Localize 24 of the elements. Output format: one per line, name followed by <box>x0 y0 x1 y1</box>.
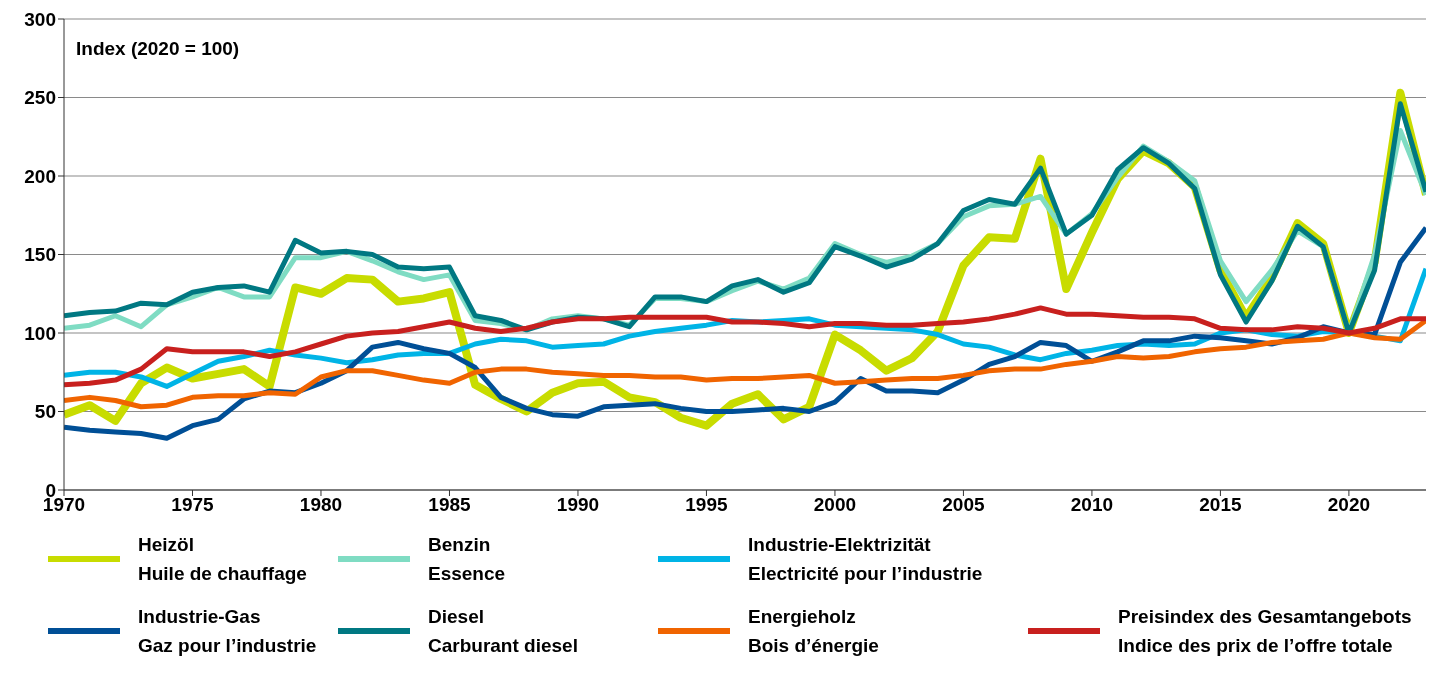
x-tick-label: 1985 <box>428 494 472 516</box>
y-tick-label: 250 <box>24 87 56 109</box>
x-tick-label: 2010 <box>1070 494 1114 516</box>
x-tick-label: 2005 <box>942 494 985 516</box>
y-tick-label: 100 <box>24 322 56 344</box>
x-tick-label: 2015 <box>1199 494 1242 516</box>
x-tick-label: 2020 <box>1327 494 1371 516</box>
y-tick-label: 300 <box>24 8 56 30</box>
legend-label: Heizöl Huile de chauffage <box>138 533 307 586</box>
x-tick-label: 1975 <box>171 494 215 516</box>
legend-label: Diesel Carburant diesel <box>428 605 578 658</box>
y-tick-label: 200 <box>24 165 56 187</box>
legend-label: Energieholz Bois d’énergie <box>748 605 879 658</box>
legend-label: Industrie-Gas Gaz pour l’industrie <box>138 605 317 658</box>
x-tick-label: 1990 <box>556 494 600 516</box>
x-tick-label: 1980 <box>299 494 343 516</box>
y-tick-label: 150 <box>24 244 56 266</box>
annotation: Index (2020 = 100) <box>76 38 240 60</box>
x-tick-label: 2000 <box>813 494 857 516</box>
legend-label: Industrie-Elektrizität Electricité pour l’industrie <box>748 533 983 586</box>
legend-label: Preisindex des Gesamtangebots Indice des prix de l’offre totale <box>1118 605 1412 658</box>
x-tick-label: 1995 <box>685 494 729 516</box>
legend-label: Benzin Essence <box>428 533 506 586</box>
y-tick-label: 50 <box>34 401 56 423</box>
